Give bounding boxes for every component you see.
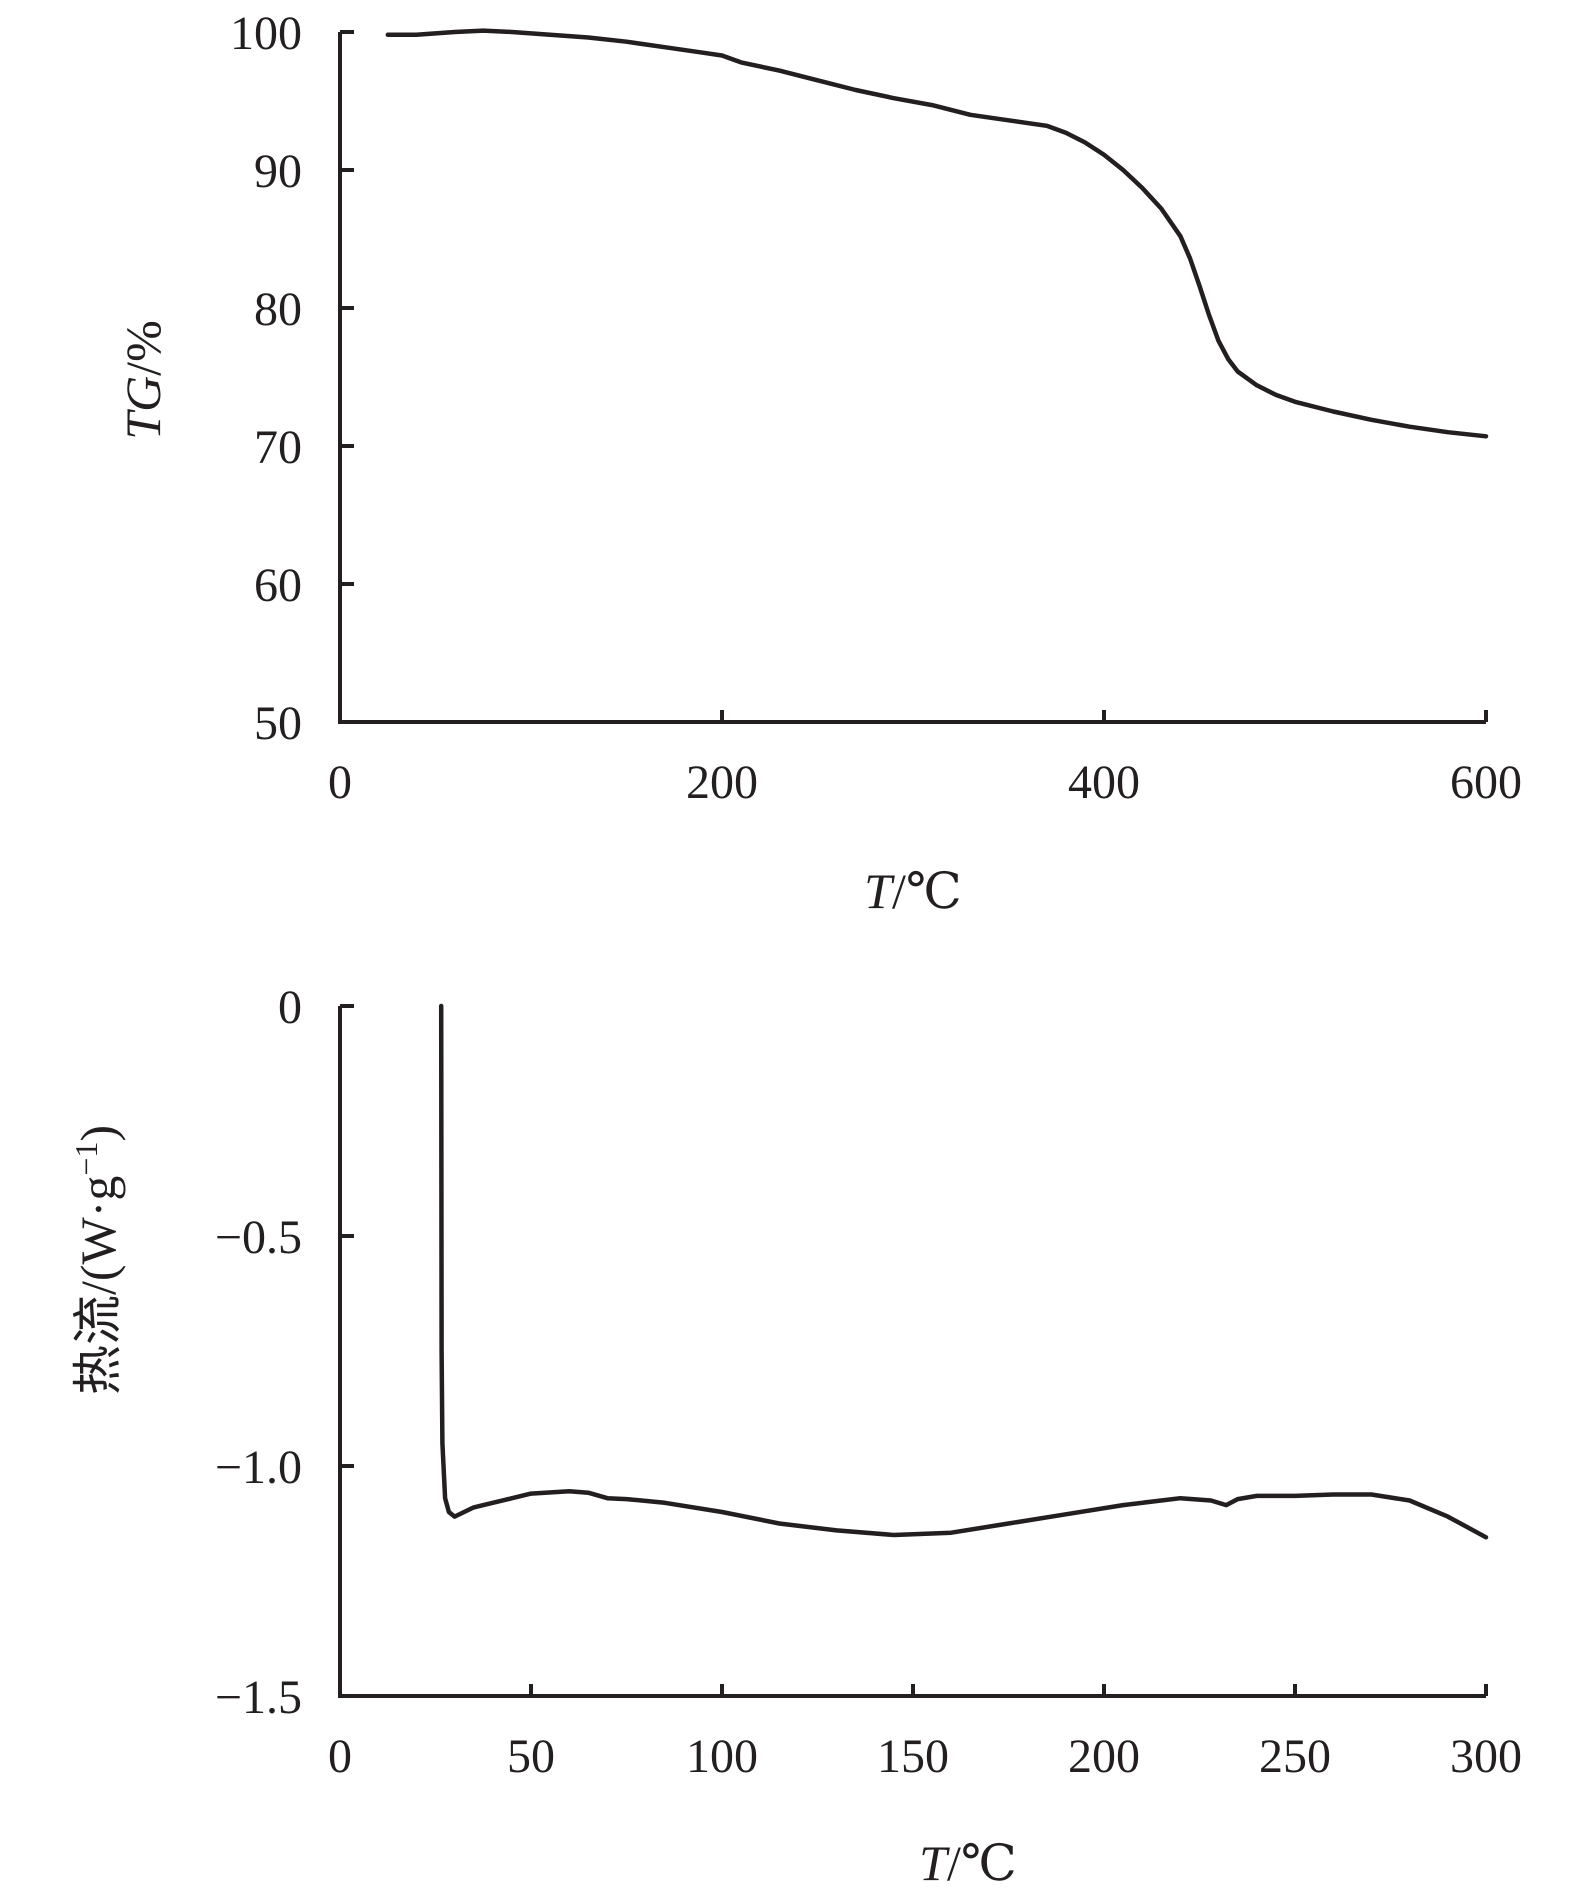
x-tick-label: 150 — [877, 1730, 949, 1783]
heat-flow-x-axis-label: T/℃ — [919, 1835, 1017, 1891]
tg-chart-axes — [338, 32, 1486, 724]
x-tick-label: 250 — [1259, 1730, 1331, 1783]
x-tick-label: 50 — [507, 1730, 555, 1783]
y-tick-label: 80 — [254, 283, 302, 336]
x-tick-label: 0 — [328, 756, 352, 809]
y-tick-label: −1.5 — [215, 1671, 302, 1724]
x-tick-label: 0 — [328, 1730, 352, 1783]
y-tick-label: −0.5 — [215, 1211, 302, 1264]
y-tick-label: 100 — [230, 7, 302, 60]
x-tick-label: 300 — [1450, 1730, 1522, 1783]
x-tick-label: 600 — [1450, 756, 1522, 809]
heat-flow-chart-tick-labels: 0 50 100 150 200 250 300 0 −0.5 −1.0 −1.5 — [215, 981, 1522, 1783]
heat-flow-chart-ticks — [340, 1004, 1488, 1696]
tg-chart: 0 200 400 600 50 60 70 80 90 100 T/℃ TG/% — [115, 7, 1522, 919]
tg-curve — [385, 28, 1489, 439]
heat-flow-y-axis-label: 热流/(W·g−1) — [68, 1125, 126, 1395]
tg-chart-ticks — [340, 30, 1488, 722]
heat-flow-chart: 0 50 100 150 200 250 300 0 −0.5 −1.0 −1.5 T/℃ 热流/(… — [68, 981, 1522, 1891]
y-tick-label: 50 — [254, 697, 302, 750]
y-tick-label: 70 — [254, 421, 302, 474]
y-tick-label: 60 — [254, 559, 302, 612]
y-tick-label: 90 — [254, 145, 302, 198]
x-tick-label: 200 — [686, 756, 758, 809]
x-tick-label: 200 — [1068, 1730, 1140, 1783]
tg-x-axis-label: T/℃ — [864, 863, 962, 919]
x-tick-label: 400 — [1068, 756, 1140, 809]
heat-flow-curve — [438, 1003, 1489, 1540]
heat-flow-chart-axes — [338, 1006, 1486, 1698]
x-tick-label: 100 — [686, 1730, 758, 1783]
tg-chart-tick-labels: 0 200 400 600 50 60 70 80 90 100 — [230, 7, 1522, 809]
y-tick-label: −1.0 — [215, 1441, 302, 1494]
tg-y-axis-label: TG/% — [115, 320, 171, 439]
y-tick-label: 0 — [278, 981, 302, 1034]
